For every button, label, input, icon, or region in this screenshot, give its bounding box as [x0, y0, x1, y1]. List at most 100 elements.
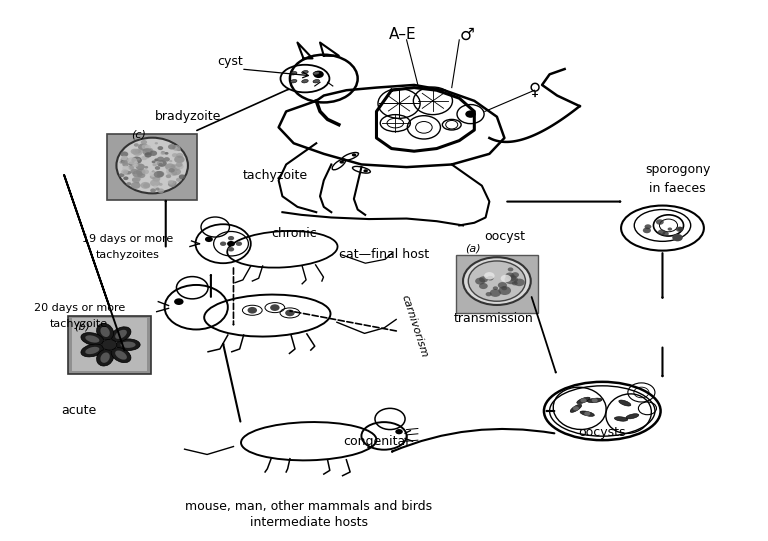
- Ellipse shape: [580, 411, 594, 417]
- Circle shape: [228, 247, 234, 252]
- Circle shape: [154, 171, 164, 178]
- Circle shape: [127, 157, 137, 164]
- Circle shape: [505, 273, 515, 279]
- Circle shape: [174, 156, 184, 163]
- Ellipse shape: [302, 80, 308, 83]
- Circle shape: [172, 153, 178, 157]
- Circle shape: [463, 258, 531, 305]
- Circle shape: [152, 176, 161, 182]
- Ellipse shape: [614, 417, 627, 421]
- Circle shape: [161, 151, 165, 154]
- Circle shape: [176, 162, 183, 167]
- Circle shape: [150, 174, 157, 179]
- Circle shape: [138, 143, 148, 151]
- Text: tachyzoites: tachyzoites: [96, 249, 160, 260]
- Circle shape: [122, 162, 129, 167]
- Ellipse shape: [313, 71, 319, 75]
- Circle shape: [176, 153, 184, 158]
- Circle shape: [121, 157, 129, 163]
- Circle shape: [205, 236, 213, 242]
- Circle shape: [667, 227, 672, 230]
- Circle shape: [131, 182, 141, 189]
- Circle shape: [121, 169, 128, 174]
- Circle shape: [169, 160, 172, 162]
- Circle shape: [584, 412, 591, 416]
- Circle shape: [152, 163, 157, 166]
- Circle shape: [228, 236, 234, 240]
- Circle shape: [475, 278, 485, 285]
- Circle shape: [166, 174, 171, 178]
- Circle shape: [143, 183, 150, 188]
- Ellipse shape: [313, 80, 319, 83]
- Circle shape: [672, 234, 683, 241]
- Circle shape: [154, 159, 159, 162]
- Text: tachyzoite: tachyzoite: [50, 319, 108, 328]
- Circle shape: [657, 229, 666, 235]
- Circle shape: [155, 166, 161, 170]
- Circle shape: [127, 165, 134, 170]
- Circle shape: [134, 170, 141, 174]
- Circle shape: [176, 164, 184, 169]
- Circle shape: [157, 160, 167, 167]
- Circle shape: [142, 169, 149, 174]
- Ellipse shape: [85, 347, 99, 354]
- Circle shape: [236, 241, 242, 246]
- Circle shape: [157, 156, 164, 162]
- Text: mouse, man, other mammals and birds: mouse, man, other mammals and birds: [185, 500, 432, 513]
- Circle shape: [144, 166, 148, 169]
- Circle shape: [101, 339, 117, 350]
- Text: oocysts: oocysts: [578, 426, 626, 439]
- Circle shape: [134, 161, 138, 164]
- Ellipse shape: [626, 414, 639, 419]
- Circle shape: [490, 289, 501, 297]
- Circle shape: [119, 173, 124, 177]
- Ellipse shape: [85, 335, 99, 342]
- Circle shape: [171, 168, 181, 175]
- Circle shape: [168, 144, 176, 149]
- Circle shape: [136, 163, 145, 170]
- Circle shape: [155, 188, 160, 190]
- Text: acute: acute: [61, 405, 97, 418]
- Circle shape: [676, 227, 684, 232]
- Text: ♀: ♀: [528, 81, 541, 99]
- Circle shape: [484, 272, 495, 280]
- Circle shape: [154, 186, 157, 188]
- Circle shape: [150, 171, 157, 177]
- Circle shape: [123, 170, 129, 175]
- Circle shape: [145, 156, 149, 159]
- Ellipse shape: [81, 344, 104, 357]
- Ellipse shape: [290, 80, 297, 83]
- Circle shape: [137, 173, 145, 178]
- Circle shape: [509, 276, 516, 281]
- Circle shape: [132, 163, 138, 167]
- Ellipse shape: [117, 138, 188, 193]
- Circle shape: [168, 181, 176, 187]
- Circle shape: [132, 177, 138, 182]
- Circle shape: [662, 232, 669, 236]
- Circle shape: [158, 163, 163, 166]
- Text: chronic: chronic: [271, 227, 316, 240]
- Ellipse shape: [619, 400, 631, 406]
- Ellipse shape: [97, 349, 114, 366]
- Ellipse shape: [81, 333, 104, 345]
- Circle shape: [479, 276, 488, 282]
- Circle shape: [157, 146, 164, 150]
- Text: tachyzoite: tachyzoite: [243, 169, 307, 182]
- Ellipse shape: [111, 347, 131, 362]
- Circle shape: [164, 152, 168, 155]
- Text: cyst: cyst: [217, 55, 243, 68]
- Text: (c): (c): [131, 129, 146, 139]
- Circle shape: [151, 188, 156, 193]
- Circle shape: [363, 169, 368, 173]
- Circle shape: [487, 276, 494, 281]
- Circle shape: [145, 145, 151, 149]
- Text: sporogony: sporogony: [645, 163, 710, 176]
- Circle shape: [142, 148, 152, 155]
- Circle shape: [468, 261, 525, 301]
- Circle shape: [511, 281, 518, 286]
- Ellipse shape: [290, 71, 297, 75]
- Circle shape: [493, 286, 498, 290]
- Circle shape: [167, 170, 174, 175]
- Circle shape: [170, 164, 180, 171]
- Text: cat—final host: cat—final host: [339, 248, 429, 261]
